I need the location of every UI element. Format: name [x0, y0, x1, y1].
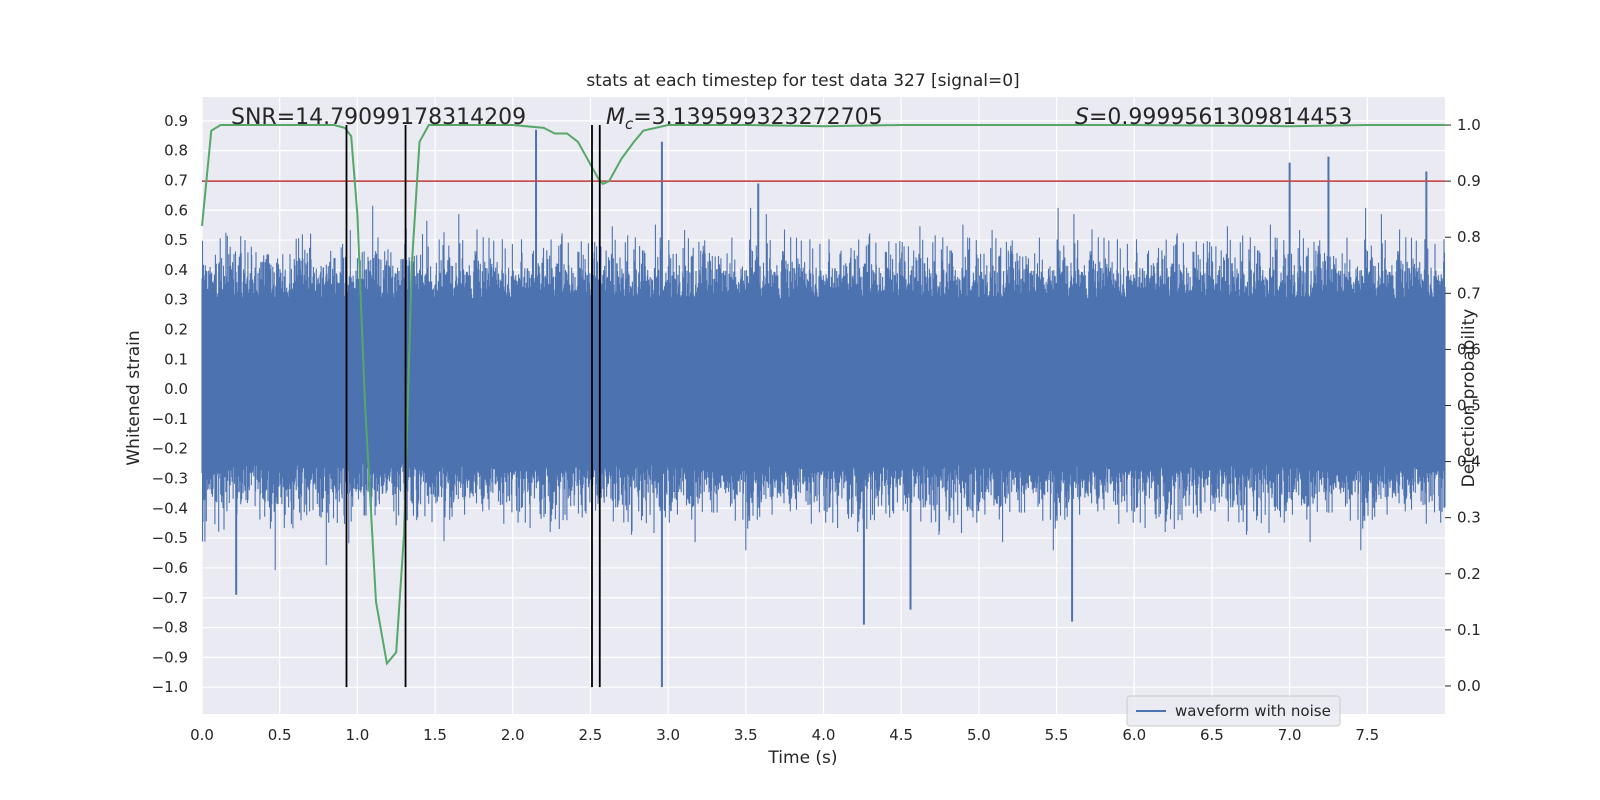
chirp-mass-symbol: M — [606, 105, 625, 130]
left-y-tick-label: −0.8 — [152, 619, 188, 637]
right-y-tick-label: 0.8 — [1457, 228, 1481, 246]
waveform-dense-band — [202, 299, 1445, 464]
chart-title: stats at each timestep for test data 327… — [586, 71, 1019, 91]
right-y-axis-ticks: 1.0 0.9 0.8 0.7 0.6 0.5 0.4 0.3 0.2 0.1 0.0 — [1445, 116, 1481, 695]
left-y-tick-label: −1.0 — [152, 678, 188, 696]
x-tick-label: 0.0 — [190, 726, 214, 744]
left-y-tick-label: −0.3 — [152, 470, 188, 488]
x-axis-label: Time (s) — [767, 748, 837, 768]
score-symbol: S — [1075, 105, 1089, 130]
chirp-mass-annotation: Mc=3.139599323272705 — [606, 105, 883, 133]
left-y-tick-label: −0.4 — [152, 499, 188, 517]
x-tick-label: 5.5 — [1045, 726, 1069, 744]
chirp-mass-subscript: c — [625, 115, 634, 133]
right-y-tick-label: 0.1 — [1457, 621, 1481, 639]
snr-annotation: SNR=14.79099178314209 — [231, 105, 526, 130]
x-tick-label: 6.0 — [1122, 726, 1146, 744]
x-tick-label: 2.5 — [579, 726, 603, 744]
x-tick-label: 6.5 — [1200, 726, 1224, 744]
left-y-tick-label: −0.1 — [152, 410, 188, 428]
left-y-tick-label: −0.5 — [152, 529, 188, 547]
x-tick-label: 4.0 — [812, 726, 836, 744]
right-y-axis-label: Detection probability — [1459, 309, 1479, 488]
left-y-tick-label: 0.4 — [164, 261, 188, 279]
legend-label-waveform: waveform with noise — [1175, 702, 1331, 720]
x-tick-label: 3.0 — [656, 726, 680, 744]
x-tick-label: 1.0 — [345, 726, 369, 744]
left-y-tick-label: −0.9 — [152, 648, 188, 666]
x-tick-label: 1.5 — [423, 726, 447, 744]
left-y-tick-label: 0.9 — [164, 112, 188, 130]
left-y-tick-label: 0.0 — [164, 380, 188, 398]
x-tick-label: 0.5 — [268, 726, 292, 744]
left-y-tick-label: 0.7 — [164, 171, 188, 189]
x-tick-label: 5.0 — [967, 726, 991, 744]
right-y-tick-label: 0.4 — [1457, 453, 1481, 471]
right-y-tick-label: 0.0 — [1457, 677, 1481, 695]
chirp-mass-value: =3.139599323272705 — [633, 105, 882, 130]
left-y-tick-label: 0.3 — [164, 291, 188, 309]
right-y-tick-label: 0.6 — [1457, 340, 1481, 358]
left-y-tick-label: 0.1 — [164, 350, 188, 368]
left-y-tick-label: 0.5 — [164, 231, 188, 249]
left-y-tick-label: −0.2 — [152, 440, 188, 458]
left-y-tick-label: 0.8 — [164, 142, 188, 160]
left-y-tick-label: 0.6 — [164, 201, 188, 219]
x-tick-label: 7.5 — [1355, 726, 1379, 744]
right-y-tick-label: 0.5 — [1457, 397, 1481, 415]
left-y-tick-label: −0.6 — [152, 559, 188, 577]
score-annotation: S=0.9999561309814453 — [1075, 105, 1352, 130]
right-y-tick-label: 0.2 — [1457, 565, 1481, 583]
right-y-tick-label: 1.0 — [1457, 116, 1481, 134]
right-y-tick-label: 0.3 — [1457, 509, 1481, 527]
x-tick-label: 3.5 — [734, 726, 758, 744]
x-axis-ticks: 0.0 0.5 1.0 1.5 2.0 2.5 3.0 3.5 4.0 4.5 5.0 5.5 6.0 6… — [190, 726, 1379, 744]
left-y-axis-label: Whitened strain — [124, 330, 144, 465]
right-y-tick-label: 0.9 — [1457, 172, 1481, 190]
x-tick-label: 2.0 — [501, 726, 525, 744]
x-tick-label: 7.0 — [1278, 726, 1302, 744]
legend: waveform with noise — [1126, 695, 1341, 727]
left-y-tick-label: 0.2 — [164, 320, 188, 338]
right-y-tick-label: 0.7 — [1457, 284, 1481, 302]
left-y-tick-label: −0.7 — [152, 589, 188, 607]
left-y-axis-ticks: 0.9 0.8 0.7 0.6 0.5 0.4 0.3 0.2 0.1 0.0 −0.1 −0.2 −0… — [152, 112, 188, 696]
score-value: =0.9999561309814453 — [1089, 105, 1352, 130]
legend-box — [1126, 695, 1341, 727]
event-markers — [345, 125, 601, 688]
x-tick-label: 4.5 — [889, 726, 913, 744]
